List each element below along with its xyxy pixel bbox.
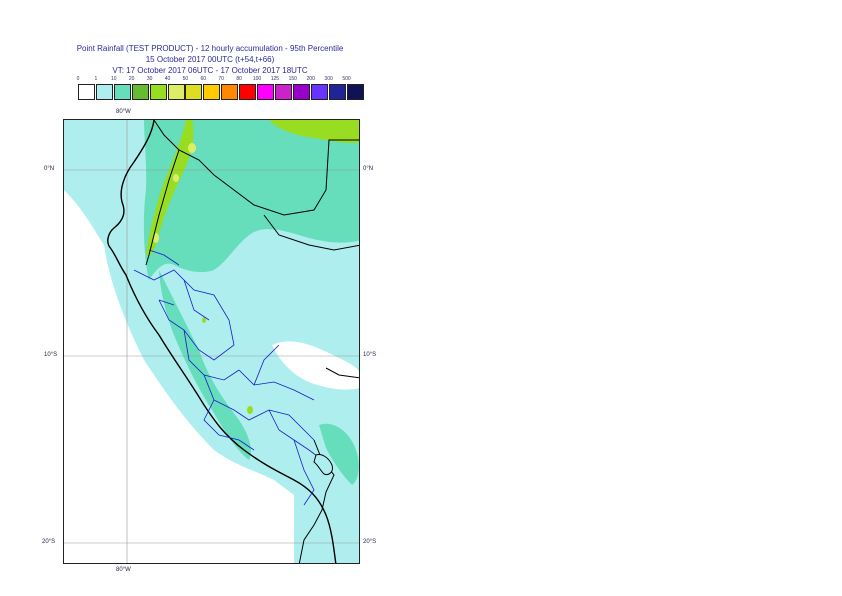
lat-label-right-20: 20°S	[363, 539, 377, 545]
map-canvas	[64, 120, 359, 563]
legend-label: 300	[324, 76, 333, 82]
legend-label: 40	[164, 76, 171, 82]
moderate-rain-south	[319, 423, 359, 485]
lake-titicaca	[313, 454, 333, 475]
peak-cell-4	[247, 406, 253, 414]
legend-label: 500	[342, 76, 351, 82]
legend-swatch	[328, 84, 346, 100]
map-title: Point Rainfall (TEST PRODUCT) - 12 hourl…	[76, 44, 344, 53]
lat-label-right-0: 0°N	[363, 166, 374, 172]
lon-label-bottom: 80°W	[116, 567, 131, 573]
legend-label: 100	[252, 76, 262, 82]
legend-label: 20	[128, 76, 135, 82]
legend-label: 60	[200, 76, 207, 82]
legend-label: 1	[94, 76, 98, 82]
graticule	[64, 120, 359, 563]
legend-label: 10	[111, 76, 117, 82]
lat-label-left-0: 0°N	[44, 166, 55, 172]
lat-label-right-10: 10°S	[363, 352, 377, 358]
legend-swatch	[95, 84, 113, 100]
legend-label: 30	[146, 76, 153, 82]
legend-swatch	[113, 84, 131, 100]
legend-label: 125	[270, 76, 280, 82]
legend-swatch	[292, 84, 310, 100]
rainfall-map: 80°W	[63, 119, 360, 564]
lat-label-left-20: 20°S	[42, 539, 56, 545]
legend-swatch	[167, 84, 185, 100]
peak-cell-3	[153, 233, 159, 243]
moderate-rain-andes	[159, 270, 251, 460]
lat-label-left-10: 10°S	[44, 352, 58, 358]
moderate-rain-north	[143, 120, 359, 280]
legend-swatch	[257, 84, 274, 100]
legend-label: 0	[76, 76, 80, 82]
coastline	[107, 120, 337, 563]
map-subtitle-validity: VT: 17 October 2017 06UTC - 17 October 2…	[112, 66, 308, 75]
legend-swatch	[221, 84, 239, 100]
heavy-rain-northeast	[269, 120, 359, 143]
legend-swatch	[78, 84, 95, 100]
lon-label-top-outer: 80°W	[116, 109, 131, 115]
map-subtitle-run: 15 October 2017 00UTC (t+54,t+66)	[145, 55, 275, 64]
heavy-rain-andes-north	[146, 120, 194, 256]
country-borders	[145, 120, 359, 563]
legend-label: 200	[306, 76, 315, 82]
legend-swatch	[185, 84, 203, 100]
legend-swatch	[274, 84, 292, 100]
legend-label: 70	[218, 76, 224, 82]
legend-swatch	[149, 84, 167, 100]
dry-area-ocean	[64, 190, 294, 563]
peak-cell-2	[173, 174, 179, 182]
legend-label: 150	[288, 76, 297, 82]
peak-cell-5	[202, 317, 206, 323]
legend-swatch	[346, 84, 364, 100]
legend-label: 80	[236, 76, 242, 82]
legend-label: 50	[182, 76, 189, 82]
peak-cell-1	[188, 143, 196, 153]
dry-area-inland	[272, 341, 359, 390]
legend-swatch	[203, 84, 221, 100]
legend-swatch	[131, 84, 149, 100]
legend-swatch	[239, 84, 257, 100]
legend-swatch	[310, 84, 328, 100]
